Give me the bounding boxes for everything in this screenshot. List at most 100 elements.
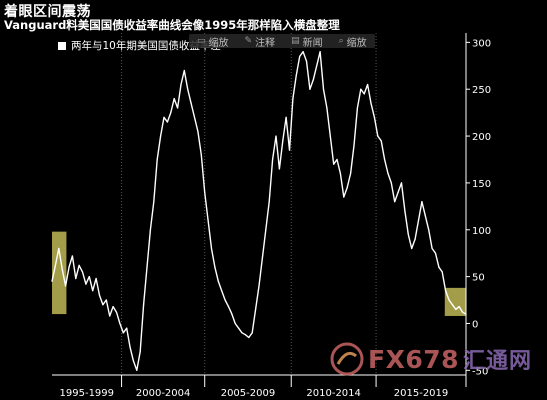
news-icon: ▤ xyxy=(291,36,300,46)
data-point xyxy=(119,322,121,325)
data-point xyxy=(407,233,409,236)
data-point xyxy=(309,88,311,90)
data-point xyxy=(292,97,294,100)
data-point xyxy=(390,182,392,184)
data-point xyxy=(255,308,257,311)
data-point xyxy=(316,65,318,67)
data-point xyxy=(458,306,460,308)
legend: 两年与10年期美国国债收益率差 xyxy=(58,38,221,53)
y-tick-label: 200 xyxy=(472,132,491,143)
data-point xyxy=(329,135,331,137)
data-point xyxy=(275,135,277,137)
news-label: 新闻 xyxy=(302,37,323,49)
legend-swatch xyxy=(58,41,66,50)
news-button[interactable]: ▤ 新闻 xyxy=(283,34,331,49)
highlight-boxes xyxy=(52,231,466,316)
y-tick-label: 300 xyxy=(472,38,491,49)
data-point xyxy=(238,327,240,329)
y-tick-label: -50 xyxy=(472,366,488,377)
data-point xyxy=(92,290,94,292)
data-point xyxy=(54,264,56,266)
data-point xyxy=(305,60,308,62)
data-point xyxy=(285,116,287,118)
data-point xyxy=(153,201,155,203)
data-point xyxy=(299,55,301,58)
legend-label: 两年与10年期美国国债收益率差 xyxy=(71,40,221,52)
data-point xyxy=(224,299,226,301)
x-tick-label: 2005-2009 xyxy=(221,388,276,399)
highlight-box-0 xyxy=(52,231,67,315)
data-point xyxy=(434,252,437,254)
data-point xyxy=(136,369,138,371)
data-point xyxy=(244,334,247,336)
pencil-icon: ✎ xyxy=(244,36,253,46)
watermark-brand: FX678 xyxy=(368,344,460,374)
data-point xyxy=(353,144,355,147)
watermark: FX678 汇通网 xyxy=(330,342,532,376)
data-point xyxy=(204,191,206,193)
series-line-0 xyxy=(51,51,467,371)
data-point xyxy=(112,306,114,308)
data-point xyxy=(278,168,280,170)
data-point xyxy=(261,257,263,259)
data-point xyxy=(428,229,430,231)
data-point xyxy=(166,121,168,123)
data-point xyxy=(122,332,124,334)
data-point xyxy=(350,172,352,175)
data-point xyxy=(326,107,328,109)
chart-subtitle: Vanguard料美国国债收益率曲线会像1995年那样陷入横盘整理 xyxy=(4,18,340,32)
data-point xyxy=(183,69,185,72)
data-point xyxy=(214,266,216,268)
data-point xyxy=(180,83,182,86)
data-point xyxy=(51,280,53,282)
data-point xyxy=(339,172,342,175)
data-point xyxy=(58,247,60,250)
data-point xyxy=(451,304,454,306)
data-point xyxy=(190,102,192,104)
data-point xyxy=(356,107,359,109)
data-point xyxy=(207,219,209,221)
data-point xyxy=(295,74,297,76)
data-point xyxy=(373,116,375,118)
x-tick-label: 2010-2014 xyxy=(306,388,361,399)
annotate-label: 注释 xyxy=(255,37,276,49)
data-point xyxy=(421,201,423,203)
search-icon: ⌕ xyxy=(338,36,344,46)
data-point xyxy=(397,191,399,193)
data-point xyxy=(149,229,152,231)
data-point xyxy=(88,276,90,278)
data-point xyxy=(75,277,77,280)
data-point xyxy=(221,290,223,292)
x-tick-label: 1995-1999 xyxy=(60,388,115,399)
x-tick-label: 2015-2019 xyxy=(394,388,449,399)
data-point xyxy=(282,140,284,142)
data-point xyxy=(377,135,379,137)
annotate-button[interactable]: ✎ 注释 xyxy=(237,34,284,49)
data-point xyxy=(64,285,67,287)
y-tick-label: 0 xyxy=(472,319,478,330)
data-point xyxy=(217,280,219,282)
data-point xyxy=(210,247,213,250)
data-point xyxy=(227,306,230,308)
data-point xyxy=(68,266,70,268)
zoom-button[interactable]: ▭ 缩放 xyxy=(189,34,237,49)
grid-lines xyxy=(121,33,467,375)
data-point xyxy=(383,158,386,161)
watermark-logo-icon xyxy=(330,342,364,376)
data-point xyxy=(146,266,148,268)
data-point xyxy=(455,308,457,311)
data-point xyxy=(360,88,362,90)
data-point xyxy=(312,79,314,81)
data-point xyxy=(109,315,111,317)
data-point xyxy=(271,158,274,161)
data-point xyxy=(176,107,179,109)
data-point xyxy=(143,304,145,306)
data-point xyxy=(380,140,382,142)
watermark-brand-cn: 汇通网 xyxy=(463,349,533,374)
data-point xyxy=(366,83,369,86)
data-point xyxy=(333,163,335,165)
data-point xyxy=(61,268,63,270)
data-point xyxy=(105,299,107,301)
zoom-label: 缩放 xyxy=(208,37,229,49)
zoom-search-button[interactable]: ⌕ 缩放 xyxy=(331,34,375,49)
